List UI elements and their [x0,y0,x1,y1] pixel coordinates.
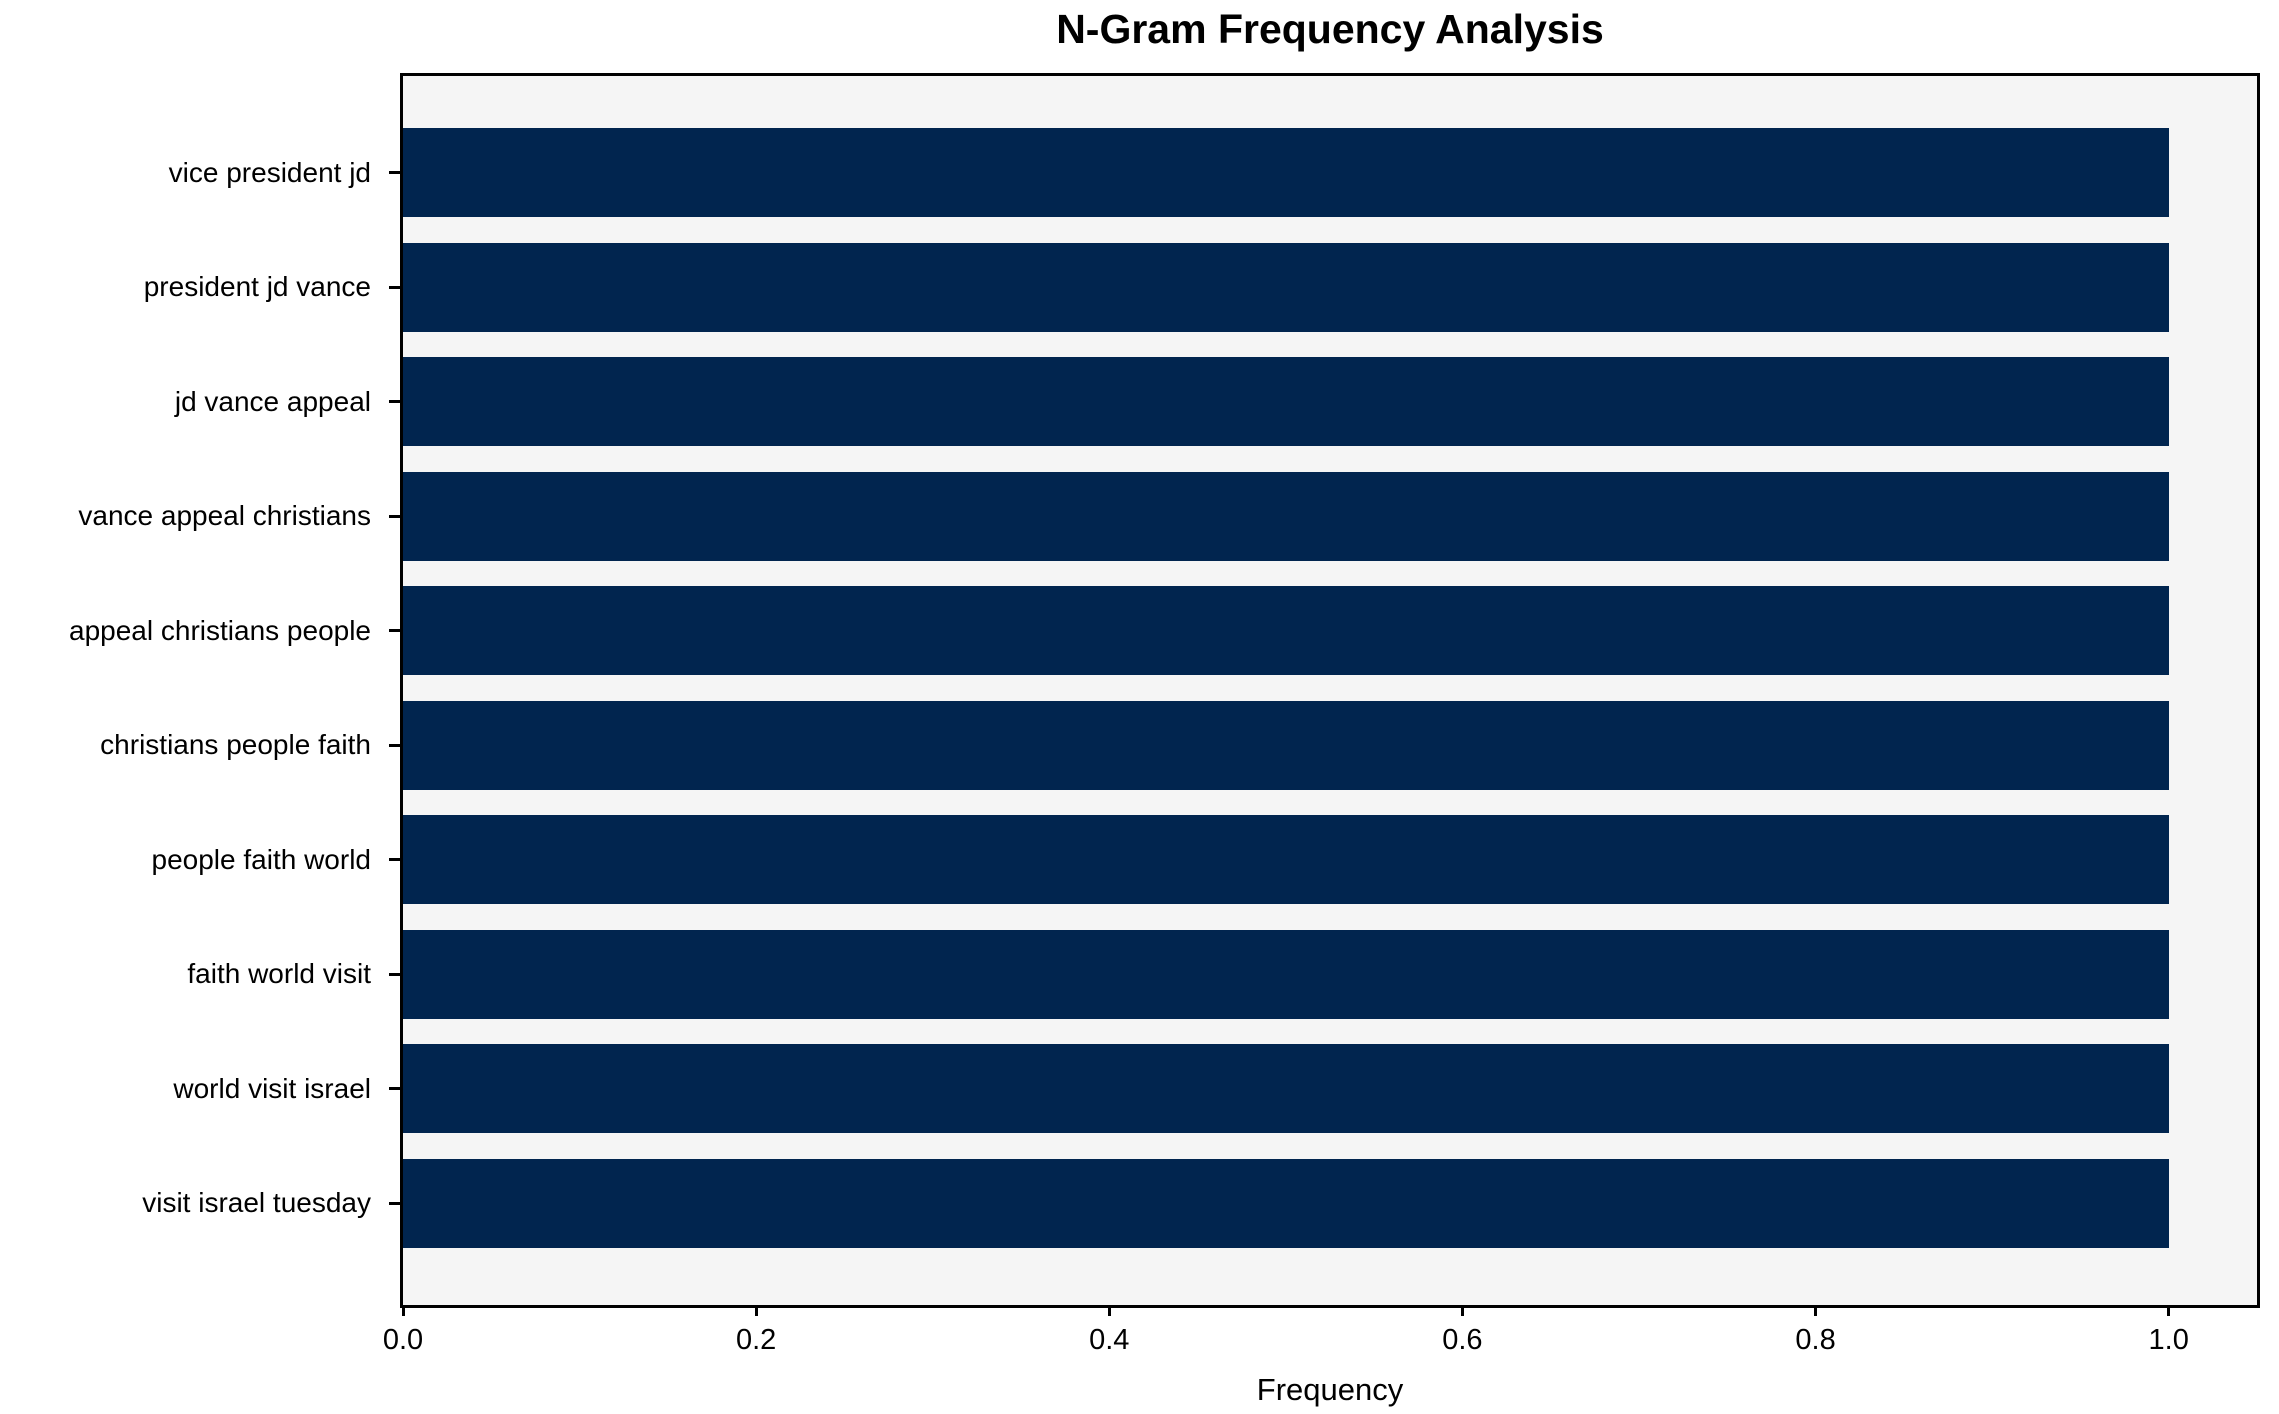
bar [403,242,2169,332]
x-tick-mark [2167,1305,2171,1316]
y-tick-mark [389,858,400,861]
bar [403,815,2169,904]
y-tick-mark [389,171,400,174]
y-tick-mark [389,1201,400,1205]
x-tick-label: 0.2 [735,1324,777,1356]
y-tick-label: christians people faith [100,729,371,760]
y-tick-label: people faith world [151,843,371,875]
y-tick-mark [389,514,400,518]
x-tick-mark [1107,1305,1111,1316]
y-tick-mark [389,972,400,976]
y-tick-label: jd vance appeal [174,385,371,417]
y-tick-label: president jd vance [143,271,371,302]
bar [403,357,2169,446]
bar [403,929,2169,1019]
bar [403,1158,2169,1248]
y-tick-label: faith world visit [187,958,371,989]
y-tick-label: visit israel tuesday [142,1187,371,1218]
y-tick-label: vice president jd [168,156,371,188]
y-tick-mark [389,1087,400,1090]
bar [403,471,2169,561]
x-tick-label: 1.0 [2148,1324,2189,1356]
plot-area [400,73,2260,1308]
y-tick-label: vance appeal christians [78,500,371,531]
x-tick-label: 0.6 [1442,1324,1483,1356]
y-axis: vice president jd president jd vance jd va… [0,73,385,1308]
x-tick-label: 0.4 [1089,1324,1130,1356]
bar [403,700,2169,790]
y-tick-mark [389,743,400,747]
bar [403,586,2169,675]
x-tick-mark [401,1305,405,1316]
x-tick-label: 0.0 [382,1324,424,1356]
y-tick-mark [389,285,400,289]
y-tick-label: world visit israel [173,1072,371,1104]
x-axis-label: Frequency [1256,1372,1404,1407]
x-tick-mark [1814,1305,1818,1316]
bar [403,1044,2169,1133]
x-tick-label: 0.8 [1795,1324,1836,1356]
chart-title: N-Gram Frequency Analysis [1056,6,1604,52]
x-tick-mark [754,1305,758,1316]
y-tick-label: appeal christians people [69,614,371,646]
bar [403,128,2169,217]
y-tick-mark [389,629,400,632]
y-tick-mark [389,400,400,403]
x-tick-mark [1460,1305,1464,1316]
